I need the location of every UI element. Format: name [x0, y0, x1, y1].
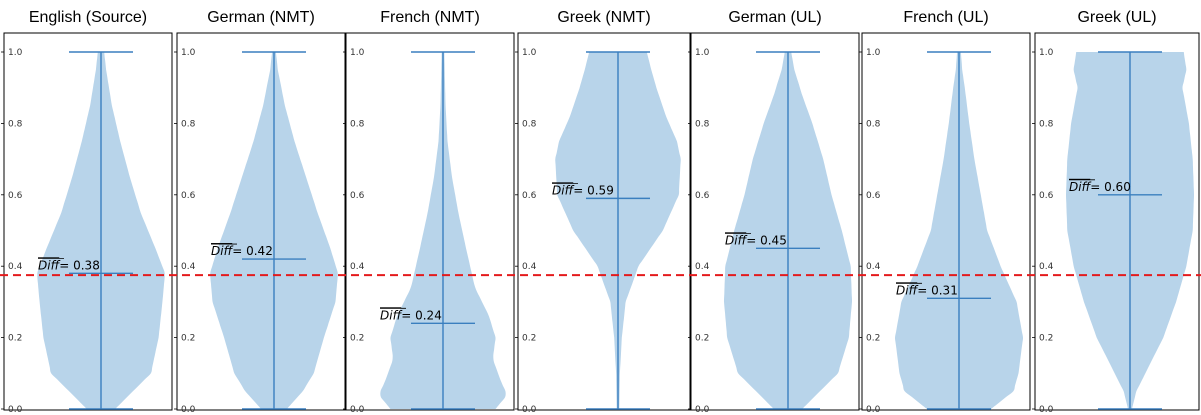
y-tick-label: 1.0 — [181, 48, 196, 58]
mean-symbol: Diff — [38, 258, 61, 272]
y-tick-label: 0.8 — [181, 119, 196, 129]
mean-label: Diff= 0.38 — [38, 258, 100, 272]
y-tick-label: 0.6 — [1039, 191, 1054, 201]
y-tick-label: 0.2 — [181, 334, 195, 344]
panel-7: Greek (UL) 0.0 0.2 0.4 0.6 0.8 1.0 Diff= 0.60 — [1032, 9, 1200, 415]
y-tick-label: 0.8 — [350, 119, 365, 129]
mean-label: Diff= 0.45 — [725, 233, 787, 247]
mean-value: = 0.24 — [401, 308, 442, 322]
chart-panels: English (Source)0.00.20.40.60.81.0Diff= … — [1, 9, 1200, 415]
y-tick-label: 0.4 — [695, 262, 710, 272]
panel-1: English (Source) 0.0 0.2 0.4 0.6 0.8 1.0 Diff= … — [1, 9, 173, 415]
y-tick-label: 1.0 — [1039, 48, 1054, 58]
mean-value: = 0.45 — [746, 233, 787, 247]
panel-title: German (UL) — [728, 9, 821, 26]
y-tick-label: 0.8 — [8, 119, 23, 129]
panel-frame — [690, 32, 860, 411]
panel-2: German (NMT) 0.0 0.2 0.4 0.6 0.8 1.0 Diff= 0.42 — [174, 9, 346, 415]
y-tick-label: 0.8 — [695, 119, 710, 129]
y-tick-label: 0.6 — [8, 191, 23, 201]
y-tick-label: 0.0 — [181, 405, 196, 415]
panel-frame — [861, 32, 1031, 411]
y-tick-label: 0.0 — [695, 405, 710, 415]
panel-frame — [1034, 32, 1200, 411]
y-tick-label: 0.4 — [8, 262, 23, 272]
panel-title: French (NMT) — [380, 9, 480, 26]
y-tick-label: 0.2 — [1039, 334, 1053, 344]
y-tick-label: 0.2 — [522, 334, 536, 344]
mean-value: = 0.38 — [59, 258, 100, 272]
mean-symbol: Diff — [896, 283, 919, 297]
y-tick-label: 0.0 — [8, 405, 23, 415]
panel-title: English (Source) — [29, 9, 147, 26]
y-tick-label: 0.6 — [522, 191, 537, 201]
y-tick-label: 0.4 — [181, 262, 196, 272]
mean-value: = 0.31 — [917, 283, 958, 297]
panel-frame — [3, 32, 173, 411]
y-tick-label: 0.4 — [866, 262, 881, 272]
y-tick-label: 1.0 — [8, 48, 23, 58]
mean-label: Diff= 0.42 — [211, 244, 273, 258]
y-tick-label: 0.4 — [1039, 262, 1054, 272]
panel-title: German (NMT) — [207, 9, 315, 26]
mean-symbol: Diff — [725, 233, 748, 247]
y-tick-label: 0.8 — [522, 119, 537, 129]
mean-label: Diff= 0.31 — [896, 283, 958, 297]
y-tick-label: 0.0 — [866, 405, 881, 415]
y-tick-label: 0.2 — [866, 334, 880, 344]
y-tick-label: 0.2 — [8, 334, 22, 344]
panel-frame — [176, 32, 346, 411]
mean-symbol: Diff — [211, 244, 234, 258]
panel-frame — [345, 32, 515, 411]
mean-symbol: Diff — [380, 308, 403, 322]
y-tick-label: 0.0 — [350, 405, 365, 415]
panel-title: Greek (UL) — [1077, 9, 1156, 26]
mean-value: = 0.60 — [1090, 180, 1131, 194]
y-tick-label: 0.6 — [350, 191, 365, 201]
panel-title: Greek (NMT) — [557, 9, 650, 26]
mean-symbol: Diff — [1069, 180, 1092, 194]
panel-4: Greek (NMT) 0.0 0.2 0.4 0.6 0.8 1.0 Diff= 0.59 — [515, 9, 691, 415]
y-tick-label: 0.0 — [522, 405, 537, 415]
y-tick-label: 0.4 — [522, 262, 537, 272]
y-tick-label: 1.0 — [866, 48, 881, 58]
mean-value: = 0.59 — [573, 183, 614, 197]
y-tick-label: 0.6 — [695, 191, 710, 201]
y-tick-label: 1.0 — [695, 48, 710, 58]
y-tick-label: 1.0 — [350, 48, 365, 58]
panel-6: French (UL) 0.0 0.2 0.4 0.6 0.8 1.0 Diff= 0.31 — [859, 9, 1031, 415]
y-tick-label: 0.2 — [695, 334, 709, 344]
y-tick-label: 0.6 — [866, 191, 881, 201]
y-tick-label: 0.0 — [1039, 405, 1054, 415]
panel-title: French (UL) — [903, 9, 988, 26]
mean-symbol: Diff — [552, 183, 575, 197]
y-tick-label: 0.8 — [1039, 119, 1054, 129]
panel-5: German (UL) 0.0 0.2 0.4 0.6 0.8 1.0 Diff= 0.45 — [688, 9, 860, 415]
mean-label: Diff= 0.60 — [1069, 180, 1131, 194]
mean-value: = 0.42 — [232, 244, 273, 258]
y-tick-label: 1.0 — [522, 48, 537, 58]
y-tick-label: 0.6 — [181, 191, 196, 201]
y-tick-label: 0.2 — [350, 334, 364, 344]
mean-label: Diff= 0.24 — [380, 308, 442, 322]
mean-label: Diff= 0.59 — [552, 183, 614, 197]
y-tick-label: 0.4 — [350, 262, 365, 272]
y-tick-label: 0.8 — [866, 119, 881, 129]
panel-3: French (NMT) 0.0 0.2 0.4 0.6 0.8 1.0 Diff= 0.24 — [343, 9, 515, 415]
panel-frame — [517, 32, 691, 411]
